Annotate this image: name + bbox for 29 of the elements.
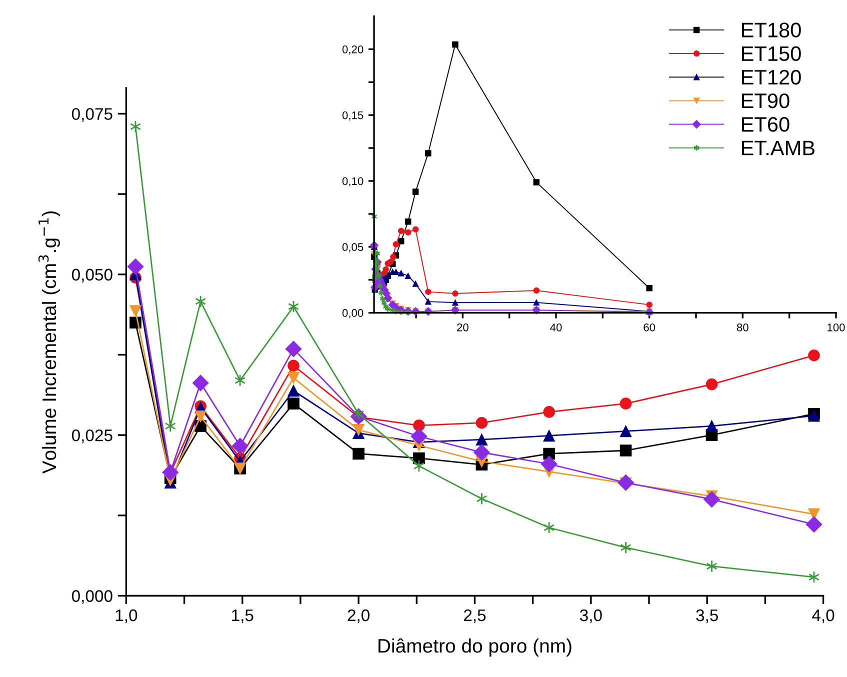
y-axis-title: Volume Incremental (cm$^{3}$.g$^{−1}$) [38, 211, 60, 474]
x-tick-label: 20 [457, 323, 468, 332]
y-tick-label: 0,05 [342, 243, 364, 252]
y-tick-label: 0,15 [342, 111, 364, 121]
legend-label: ET90 [742, 93, 790, 108]
x-tick-label: 3,0 [580, 609, 602, 624]
legend-label: ET120 [742, 70, 801, 85]
x-tick-label: 2,5 [464, 609, 486, 624]
x-tick-label: 40 [550, 323, 562, 332]
x-tick-label: 60 [644, 323, 656, 332]
legend-label: ET180 [742, 22, 801, 38]
x-tick-label: 1,0 [116, 609, 138, 624]
y-tick-label: 0,050 [72, 268, 112, 283]
x-tick-label: 80 [736, 323, 748, 332]
y-tick-label: 0,00 [342, 309, 364, 318]
y-tick-label: 0,20 [342, 45, 364, 55]
legend-label: ET60 [742, 117, 790, 132]
legend-label: ET.AMB [742, 140, 814, 156]
x-tick-label: 4,0 [812, 609, 834, 624]
legend-label: ET150 [742, 46, 801, 62]
x-tick-label: 2,0 [348, 609, 370, 624]
y-tick-label: 0,10 [342, 177, 364, 186]
y-tick-label: 0,000 [72, 590, 112, 604]
x-tick-label: 3,5 [696, 609, 718, 624]
x-tick-label: 100 [828, 323, 845, 332]
y-tick-label: 0,025 [72, 429, 112, 444]
y-tick-label: 0,075 [72, 108, 112, 122]
x-axis-title: Diâmetro do poro (nm) [378, 638, 572, 657]
x-tick-label: 1,5 [232, 610, 254, 624]
